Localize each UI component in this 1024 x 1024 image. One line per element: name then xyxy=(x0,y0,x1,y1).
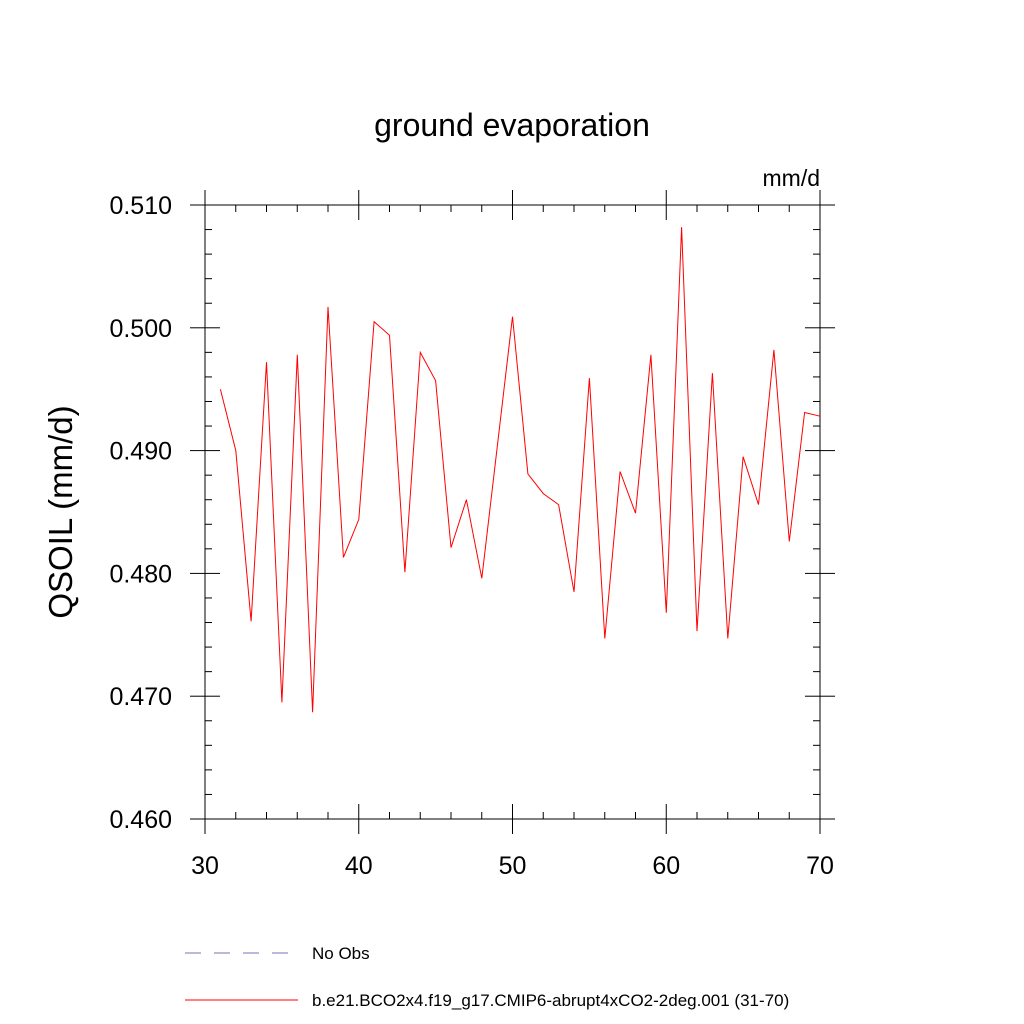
x-axis-ticks: 30 40 50 60 70 xyxy=(191,190,834,880)
x-tick-label: 40 xyxy=(345,852,373,880)
chart-title: ground evaporation xyxy=(374,107,650,143)
y-tick-label: 0.460 xyxy=(109,806,172,834)
legend-label: No Obs xyxy=(312,944,370,963)
x-tick-label: 70 xyxy=(806,852,834,880)
x-tick-label: 50 xyxy=(499,852,527,880)
x-tick-label: 30 xyxy=(191,852,219,880)
series-layer xyxy=(219,227,821,713)
y-tick-label: 0.510 xyxy=(109,192,172,220)
units-label: mm/d xyxy=(763,165,821,191)
x-tick-label: 60 xyxy=(652,852,680,880)
series-line xyxy=(219,227,821,713)
legend: No Obs b.e21.BCO2x4.f19_g17.CMIP6-abrupt4… xyxy=(185,944,789,1010)
y-tick-label: 0.470 xyxy=(109,683,172,711)
y-tick-label: 0.480 xyxy=(109,560,172,588)
legend-label: b.e21.BCO2x4.f19_g17.CMIP6-abrupt4xCO2-2… xyxy=(312,991,789,1010)
plot-frame xyxy=(204,204,821,820)
y-tick-label: 0.490 xyxy=(109,438,172,466)
y-axis-ticks: 0.460 0.470 0.480 0.490 0.500 0.510 xyxy=(109,192,835,834)
y-axis-label: QSOIL (mm/d) xyxy=(42,405,79,618)
y-tick-label: 0.500 xyxy=(109,315,172,343)
